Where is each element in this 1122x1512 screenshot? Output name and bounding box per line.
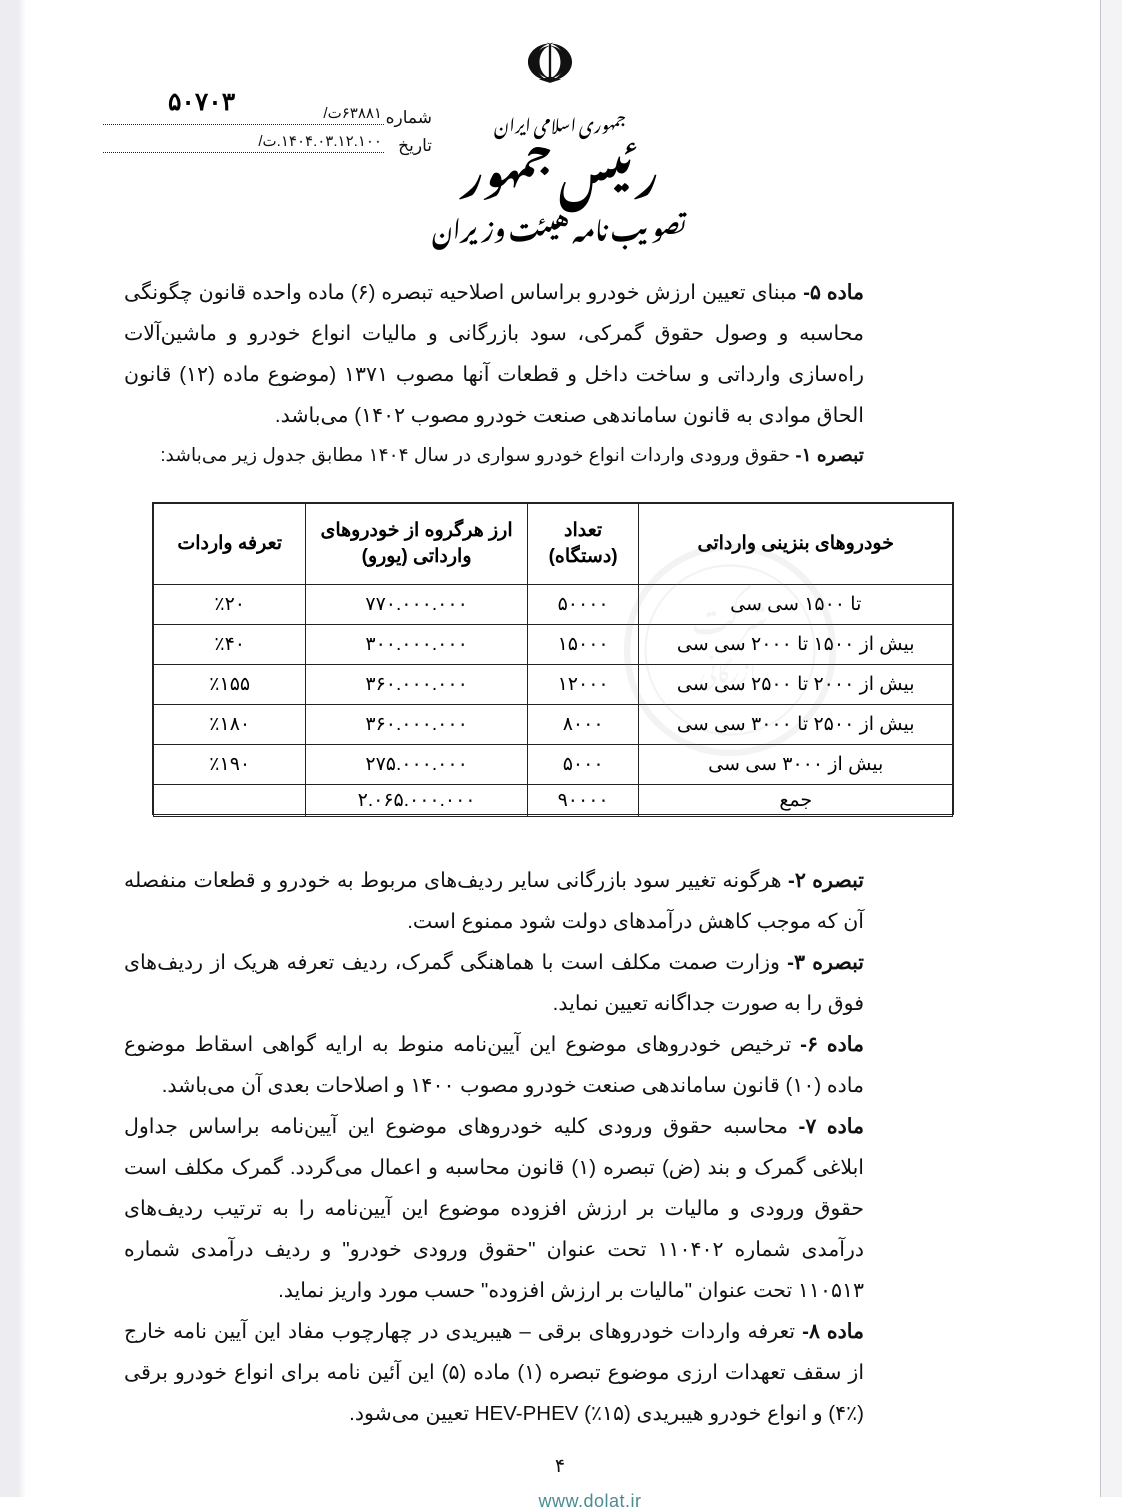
svg-text:بازرگانی: بازرگانی (700, 639, 760, 698)
